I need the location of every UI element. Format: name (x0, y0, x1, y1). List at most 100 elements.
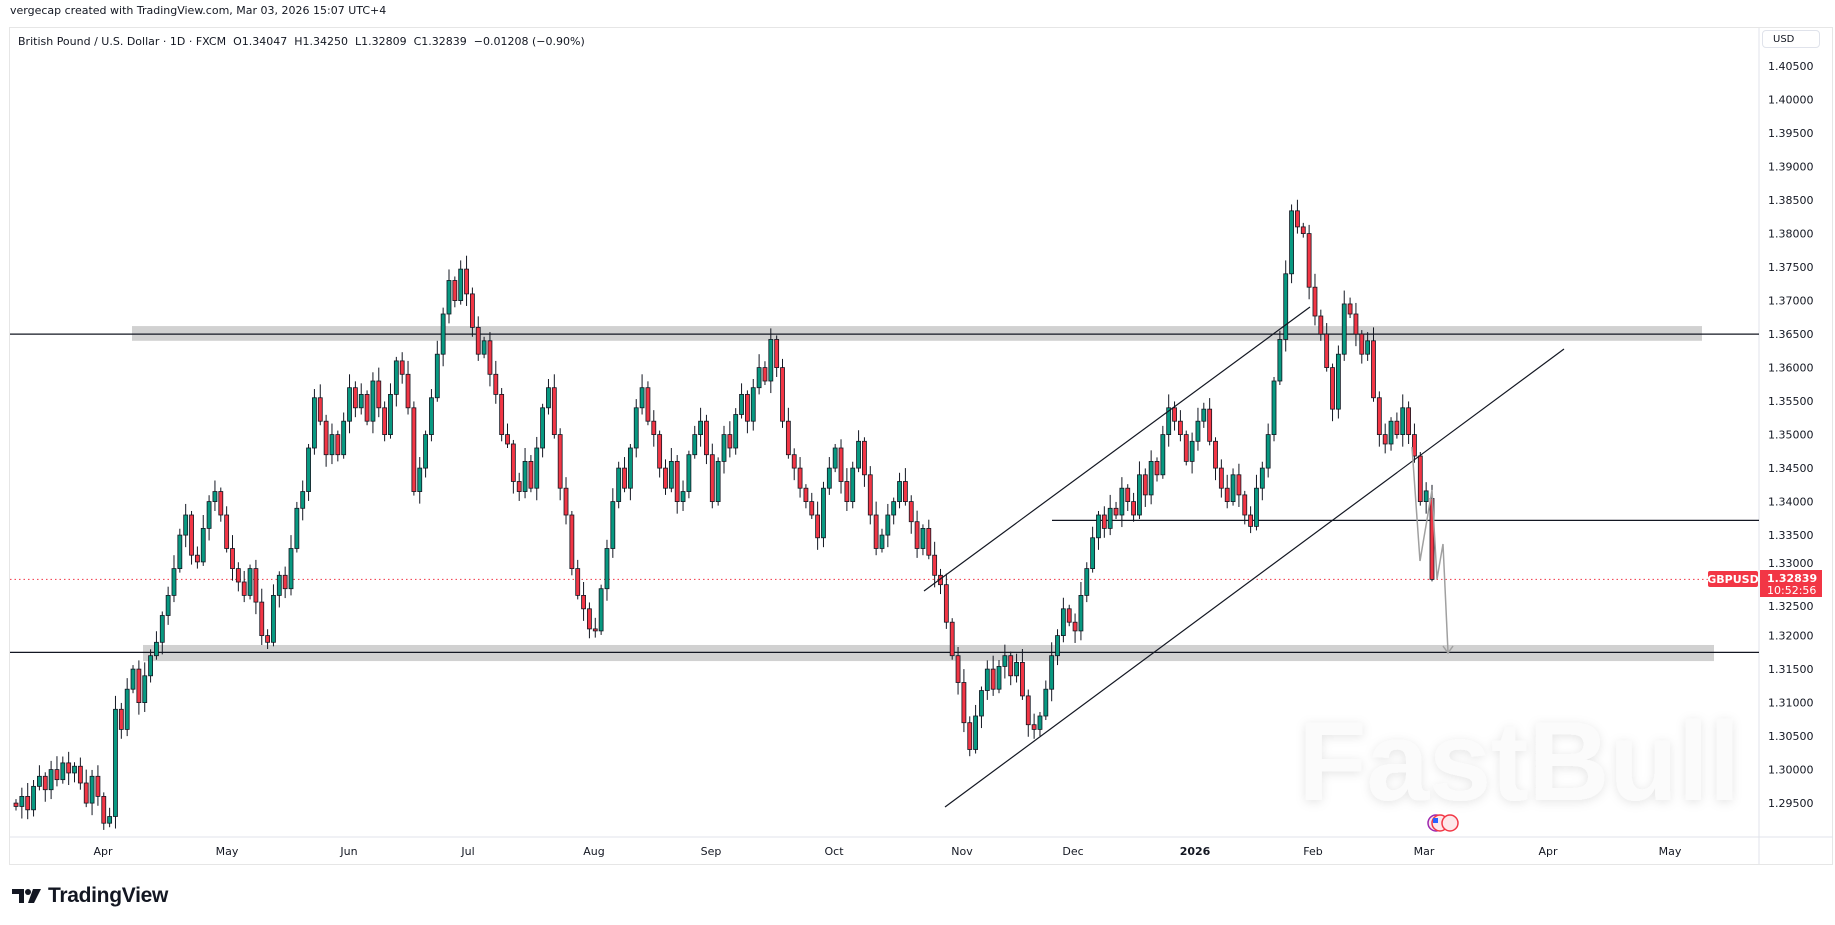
candle (750, 378, 756, 431)
candle-body (551, 387, 557, 436)
candle (1259, 461, 1265, 501)
candle-body (130, 668, 136, 690)
candle (1154, 457, 1160, 482)
chart-frame (9, 27, 1833, 865)
time-tick: Aug (583, 845, 604, 858)
candle-body (364, 393, 370, 422)
candle-body (979, 690, 984, 717)
candle-body (657, 434, 663, 469)
candle (464, 255, 469, 306)
candle (1025, 689, 1031, 737)
time-tick: Apr (93, 845, 113, 858)
candle-body (1172, 407, 1177, 422)
candle-body (347, 387, 352, 422)
candle-body (171, 568, 177, 596)
candle-body (902, 481, 908, 503)
candle-body (1049, 655, 1055, 690)
candle-body (148, 655, 153, 677)
candle-body (218, 491, 224, 516)
candle-body (1154, 460, 1160, 476)
ohlc-high: H1.34250 (294, 35, 348, 48)
candle-body (680, 491, 686, 502)
candle (821, 481, 826, 548)
candle (1201, 402, 1207, 428)
candle-body (627, 447, 633, 489)
candle (932, 541, 938, 588)
candle-body (1014, 662, 1019, 677)
price-tick: 1.34000 (1768, 496, 1814, 509)
candle (1277, 330, 1283, 386)
candle (329, 423, 335, 465)
candle-body (897, 481, 902, 503)
candle (709, 443, 715, 509)
candle-body (1060, 608, 1066, 636)
fastbull-watermark: FastBull (1298, 699, 1740, 824)
candle (598, 584, 604, 635)
candle (622, 457, 627, 493)
candle (1353, 302, 1359, 347)
candle (897, 472, 902, 509)
candle (1376, 391, 1382, 447)
candle-body (42, 775, 48, 791)
candle-body (434, 353, 440, 399)
candle (938, 568, 943, 595)
candle (575, 559, 581, 600)
candle-body (838, 447, 844, 482)
candle-body (873, 514, 879, 549)
candle-body (914, 521, 920, 549)
price-tick: 1.29500 (1768, 797, 1814, 810)
candle-body (540, 407, 546, 449)
candle-body (183, 514, 189, 536)
candle-body (1119, 487, 1125, 516)
price-tick: 1.36500 (1768, 328, 1814, 341)
candle (247, 564, 253, 600)
candle (844, 468, 850, 511)
candle-body (943, 584, 949, 623)
candle-body (113, 708, 118, 817)
candle-body (358, 393, 364, 409)
candle (762, 361, 768, 386)
candle-body (212, 491, 218, 502)
candle (1125, 484, 1131, 511)
price-tick: 1.33500 (1768, 529, 1814, 542)
candle (546, 378, 551, 415)
candle (633, 399, 639, 458)
candle (1224, 474, 1230, 509)
candle-body (1388, 420, 1394, 445)
price-tick: 1.39000 (1768, 161, 1814, 174)
candle-body (1031, 724, 1037, 730)
price-tick: 1.35500 (1768, 395, 1814, 408)
candle-body (241, 581, 247, 596)
candle (72, 762, 77, 783)
candle (1388, 417, 1394, 451)
candle (534, 436, 540, 501)
candle (1400, 394, 1406, 447)
candle (563, 477, 569, 525)
candle-body (189, 514, 194, 556)
currency-button[interactable]: USD (1762, 30, 1820, 48)
candle-body (1417, 455, 1423, 503)
candle (1271, 376, 1277, 442)
tradingview-logo[interactable]: TradingView (12, 884, 168, 908)
candle-body (604, 548, 610, 590)
candle-body (809, 501, 815, 516)
candle-body (1412, 434, 1417, 457)
candle-body (165, 595, 171, 616)
candle-body (1341, 303, 1347, 355)
candle-body (1078, 595, 1084, 632)
candle-body (1382, 434, 1388, 445)
candle (1335, 345, 1341, 419)
symbol-name[interactable]: British Pound / U.S. Dollar · 1D · FXCM (18, 35, 227, 48)
candle-body (973, 715, 979, 750)
sr-zone (143, 644, 1714, 662)
candle (42, 772, 48, 802)
candle-body (1295, 210, 1300, 228)
candle (499, 388, 505, 442)
candle (1166, 394, 1172, 447)
candle (1031, 713, 1037, 739)
candle-body (1177, 420, 1183, 436)
candle-body (1230, 474, 1236, 502)
candle (686, 450, 692, 499)
candle-body (1025, 695, 1031, 726)
